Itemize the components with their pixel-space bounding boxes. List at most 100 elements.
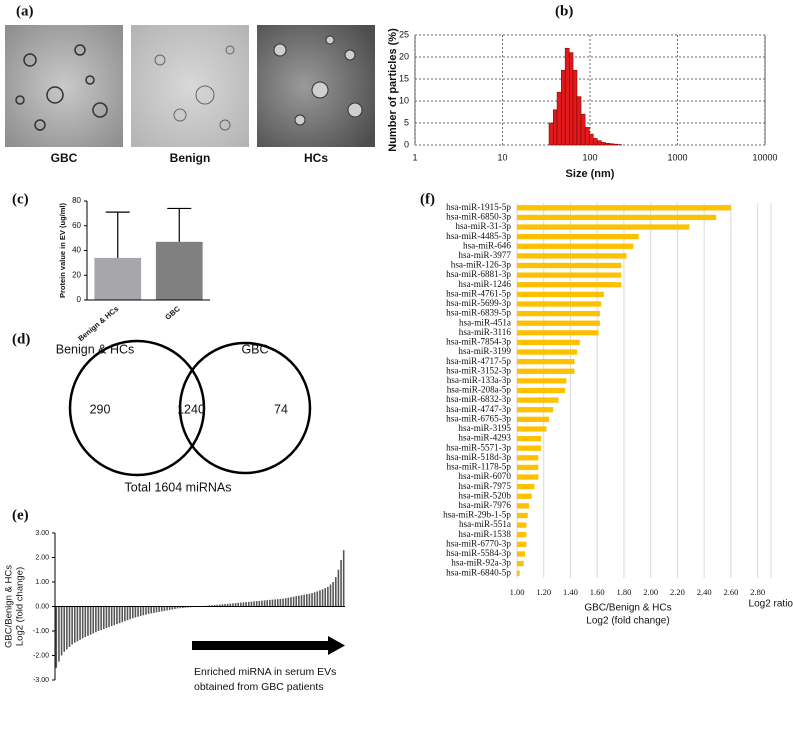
bar: [303, 594, 305, 607]
y-tick-label: hsa-miR-4761-5p: [446, 288, 511, 298]
bar: [329, 584, 332, 607]
bar: [282, 598, 284, 607]
bar: [517, 368, 575, 374]
y-tick-label: 20: [399, 51, 409, 61]
y-axis-label: Protein value in EV (ug/ml): [58, 202, 67, 298]
image-label: GBC: [51, 151, 78, 165]
bar: [100, 606, 102, 631]
micrograph-gbc: [5, 25, 123, 147]
bar: [124, 606, 126, 622]
bar: [517, 445, 542, 451]
y-tick-label: hsa-miR-7854-3p: [446, 337, 511, 347]
bar: [211, 605, 213, 607]
bar: [313, 592, 316, 607]
bar: [261, 600, 263, 607]
x-tick-label: 2.20: [670, 587, 685, 597]
bar: [158, 606, 160, 612]
bar: [561, 69, 566, 146]
bar: [569, 52, 574, 146]
bar: [160, 606, 163, 612]
bar: [269, 599, 271, 607]
bar: [517, 349, 578, 355]
bar: [593, 138, 598, 146]
bar: [517, 493, 532, 499]
bar: [118, 606, 121, 624]
y-tick-label: hsa-miR-133a-3p: [447, 375, 512, 385]
bar: [548, 122, 554, 146]
bar: [517, 464, 539, 471]
x-tick-label: 1.80: [617, 587, 632, 597]
bar: [284, 598, 287, 607]
bar: [300, 595, 303, 607]
x-axis-label: Log2 (fold change): [586, 616, 669, 627]
y-tick-label: -3.00: [33, 677, 49, 684]
y-tick-label: 0.00: [35, 603, 49, 610]
plot-frame: [414, 34, 766, 146]
bar: [89, 606, 92, 635]
y-tick-label: hsa-miR-4293: [458, 433, 511, 443]
bar: [73, 606, 76, 643]
x-axis-label: GBC/Benign & HCs: [584, 603, 671, 614]
bar: [517, 416, 550, 422]
bar: [580, 113, 586, 146]
image-label: HCs: [304, 151, 328, 165]
bar: [517, 484, 535, 490]
y-tick-label: hsa-miR-1246: [458, 279, 511, 289]
y-tick-label: hsa-miR-6770-3p: [446, 538, 511, 548]
y-tick-label: hsa-miR-3199: [458, 346, 511, 356]
bar: [237, 602, 240, 607]
x-tick-label: 1000: [667, 152, 687, 162]
panel-label: (a): [16, 3, 34, 19]
x-axis-title: Log2 ratio: [749, 599, 793, 610]
bar: [221, 604, 224, 607]
bar: [137, 606, 139, 617]
bar: [97, 606, 100, 631]
y-axis-label: Number of particles (%): [387, 28, 399, 152]
y-axis-label: Log2 (fold change): [15, 567, 26, 646]
arrow: [192, 636, 345, 655]
x-tick-label: 2.40: [697, 587, 712, 597]
bar: [517, 570, 520, 576]
bar: [517, 224, 690, 230]
bar: [253, 601, 255, 607]
y-tick-label: hsa-miR-31-3p: [455, 221, 511, 231]
bar: [517, 253, 627, 259]
total-label: Total 1604 miRNAs: [125, 480, 232, 494]
bar: [308, 593, 311, 607]
bar: [63, 606, 66, 652]
bar: [517, 397, 559, 403]
y-tick-label: hsa-miR-551a: [459, 519, 511, 529]
bar: [576, 96, 582, 146]
y-tick-label: hsa-miR-1915-5p: [446, 202, 511, 212]
bar: [95, 606, 97, 633]
bar: [116, 606, 118, 625]
y-tick-label: hsa-miR-4747-3p: [446, 404, 511, 414]
bar: [517, 262, 622, 269]
y-tick-label: 0: [77, 295, 82, 304]
bar: [171, 606, 174, 610]
x-tick-label: Benign & HCs: [76, 304, 120, 343]
bar: [305, 594, 308, 607]
bar: [517, 455, 539, 461]
bar: [150, 606, 153, 614]
region-count: 290: [90, 402, 111, 416]
bar: [332, 582, 334, 607]
bar: [517, 551, 526, 557]
bar: [94, 257, 142, 300]
y-tick-label: 60: [72, 221, 81, 230]
bar: [517, 407, 554, 413]
bar: [274, 599, 276, 607]
bar: [81, 606, 84, 639]
bar: [126, 606, 129, 621]
bar: [517, 522, 527, 528]
bar: [584, 127, 590, 146]
bar: [517, 282, 622, 288]
y-tick-label: hsa-miR-5584-3p: [446, 548, 511, 558]
bar: [609, 143, 614, 146]
bar: [218, 604, 221, 607]
image-label: Benign: [170, 151, 211, 165]
x-tick-label: 1: [412, 152, 417, 162]
bar: [247, 601, 250, 607]
y-tick-label: hsa-miR-646: [463, 240, 511, 250]
x-tick-label: 10000: [752, 152, 777, 162]
